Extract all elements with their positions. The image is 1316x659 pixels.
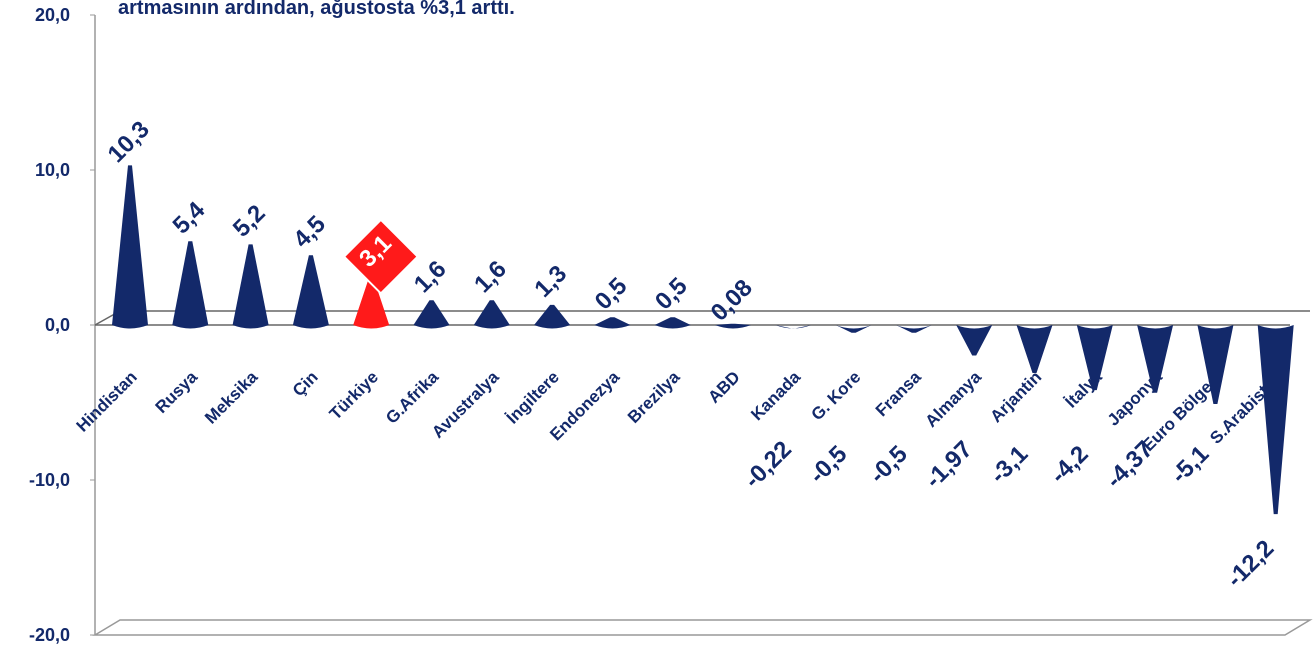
x-tick-label: Hindistan bbox=[73, 367, 141, 435]
x-tick-label: Brezilya bbox=[624, 367, 684, 427]
zero-plane bbox=[94, 310, 1310, 326]
x-tick-label: G.Afrika bbox=[382, 367, 443, 428]
cone bbox=[292, 255, 329, 329]
value-label: -0,22 bbox=[739, 436, 797, 494]
value-label: 5,2 bbox=[228, 200, 271, 243]
y-tick-label: -20,0 bbox=[29, 625, 70, 645]
value-label: -0,5 bbox=[804, 441, 852, 489]
cone bbox=[895, 325, 932, 333]
x-tick-label: G. Kore bbox=[808, 367, 865, 424]
highlight-box bbox=[342, 218, 420, 295]
cone bbox=[413, 300, 450, 329]
y-tick-label: 10,0 bbox=[35, 160, 70, 180]
cone bbox=[835, 325, 872, 333]
value-label: -12,2 bbox=[1222, 535, 1280, 593]
cone bbox=[353, 276, 390, 329]
cone bbox=[1257, 325, 1294, 515]
x-tick-label: Kanada bbox=[747, 367, 804, 424]
cone bbox=[775, 325, 812, 329]
cone bbox=[654, 317, 691, 329]
value-label: 0,08 bbox=[706, 274, 758, 326]
cone bbox=[594, 317, 631, 329]
cone bbox=[1137, 325, 1174, 393]
value-label: 1,3 bbox=[529, 260, 572, 303]
x-tick-label: İngiltere bbox=[503, 367, 563, 427]
value-label: 0,5 bbox=[590, 273, 633, 316]
value-label: -0,5 bbox=[864, 441, 912, 489]
value-label: 0,5 bbox=[650, 273, 693, 316]
cone bbox=[112, 165, 148, 329]
cone bbox=[715, 323, 751, 329]
x-tick-label: Meksika bbox=[201, 367, 262, 428]
value-label: -1,97 bbox=[920, 436, 978, 494]
value-label: 5,4 bbox=[168, 196, 211, 239]
cone bbox=[172, 241, 209, 329]
y-tick-label: 20,0 bbox=[35, 5, 70, 25]
chart-title: artmasının ardından, ağustosta %3,1 artt… bbox=[118, 0, 515, 19]
x-tick-label: Türkiye bbox=[326, 367, 382, 423]
y-tick-label: 0,0 bbox=[45, 315, 70, 335]
x-tick-label: Çin bbox=[289, 367, 322, 400]
x-tick-label: Almanya bbox=[921, 367, 985, 431]
value-label: 4,5 bbox=[288, 211, 331, 254]
cone bbox=[956, 325, 993, 356]
x-tick-label: Rusya bbox=[152, 367, 202, 417]
x-tick-label: ABD bbox=[704, 367, 743, 406]
cone bbox=[534, 304, 571, 329]
x-tick-label: Fransa bbox=[872, 367, 925, 420]
y-tick-label: -10,0 bbox=[29, 470, 70, 490]
cone bbox=[1016, 325, 1053, 374]
floor bbox=[92, 619, 1313, 636]
cone bbox=[1197, 325, 1234, 405]
value-label: -4,2 bbox=[1045, 441, 1093, 489]
x-tick-label: Arjantin bbox=[986, 367, 1045, 426]
value-label: 10,3 bbox=[103, 116, 155, 168]
cone bbox=[232, 244, 269, 329]
value-label: -5,1 bbox=[1166, 441, 1214, 489]
cone bbox=[473, 300, 510, 329]
cone bbox=[1076, 325, 1113, 391]
value-label: 1,6 bbox=[469, 256, 512, 299]
value-label: -3,1 bbox=[985, 441, 1033, 489]
value-label: 1,6 bbox=[409, 256, 452, 299]
